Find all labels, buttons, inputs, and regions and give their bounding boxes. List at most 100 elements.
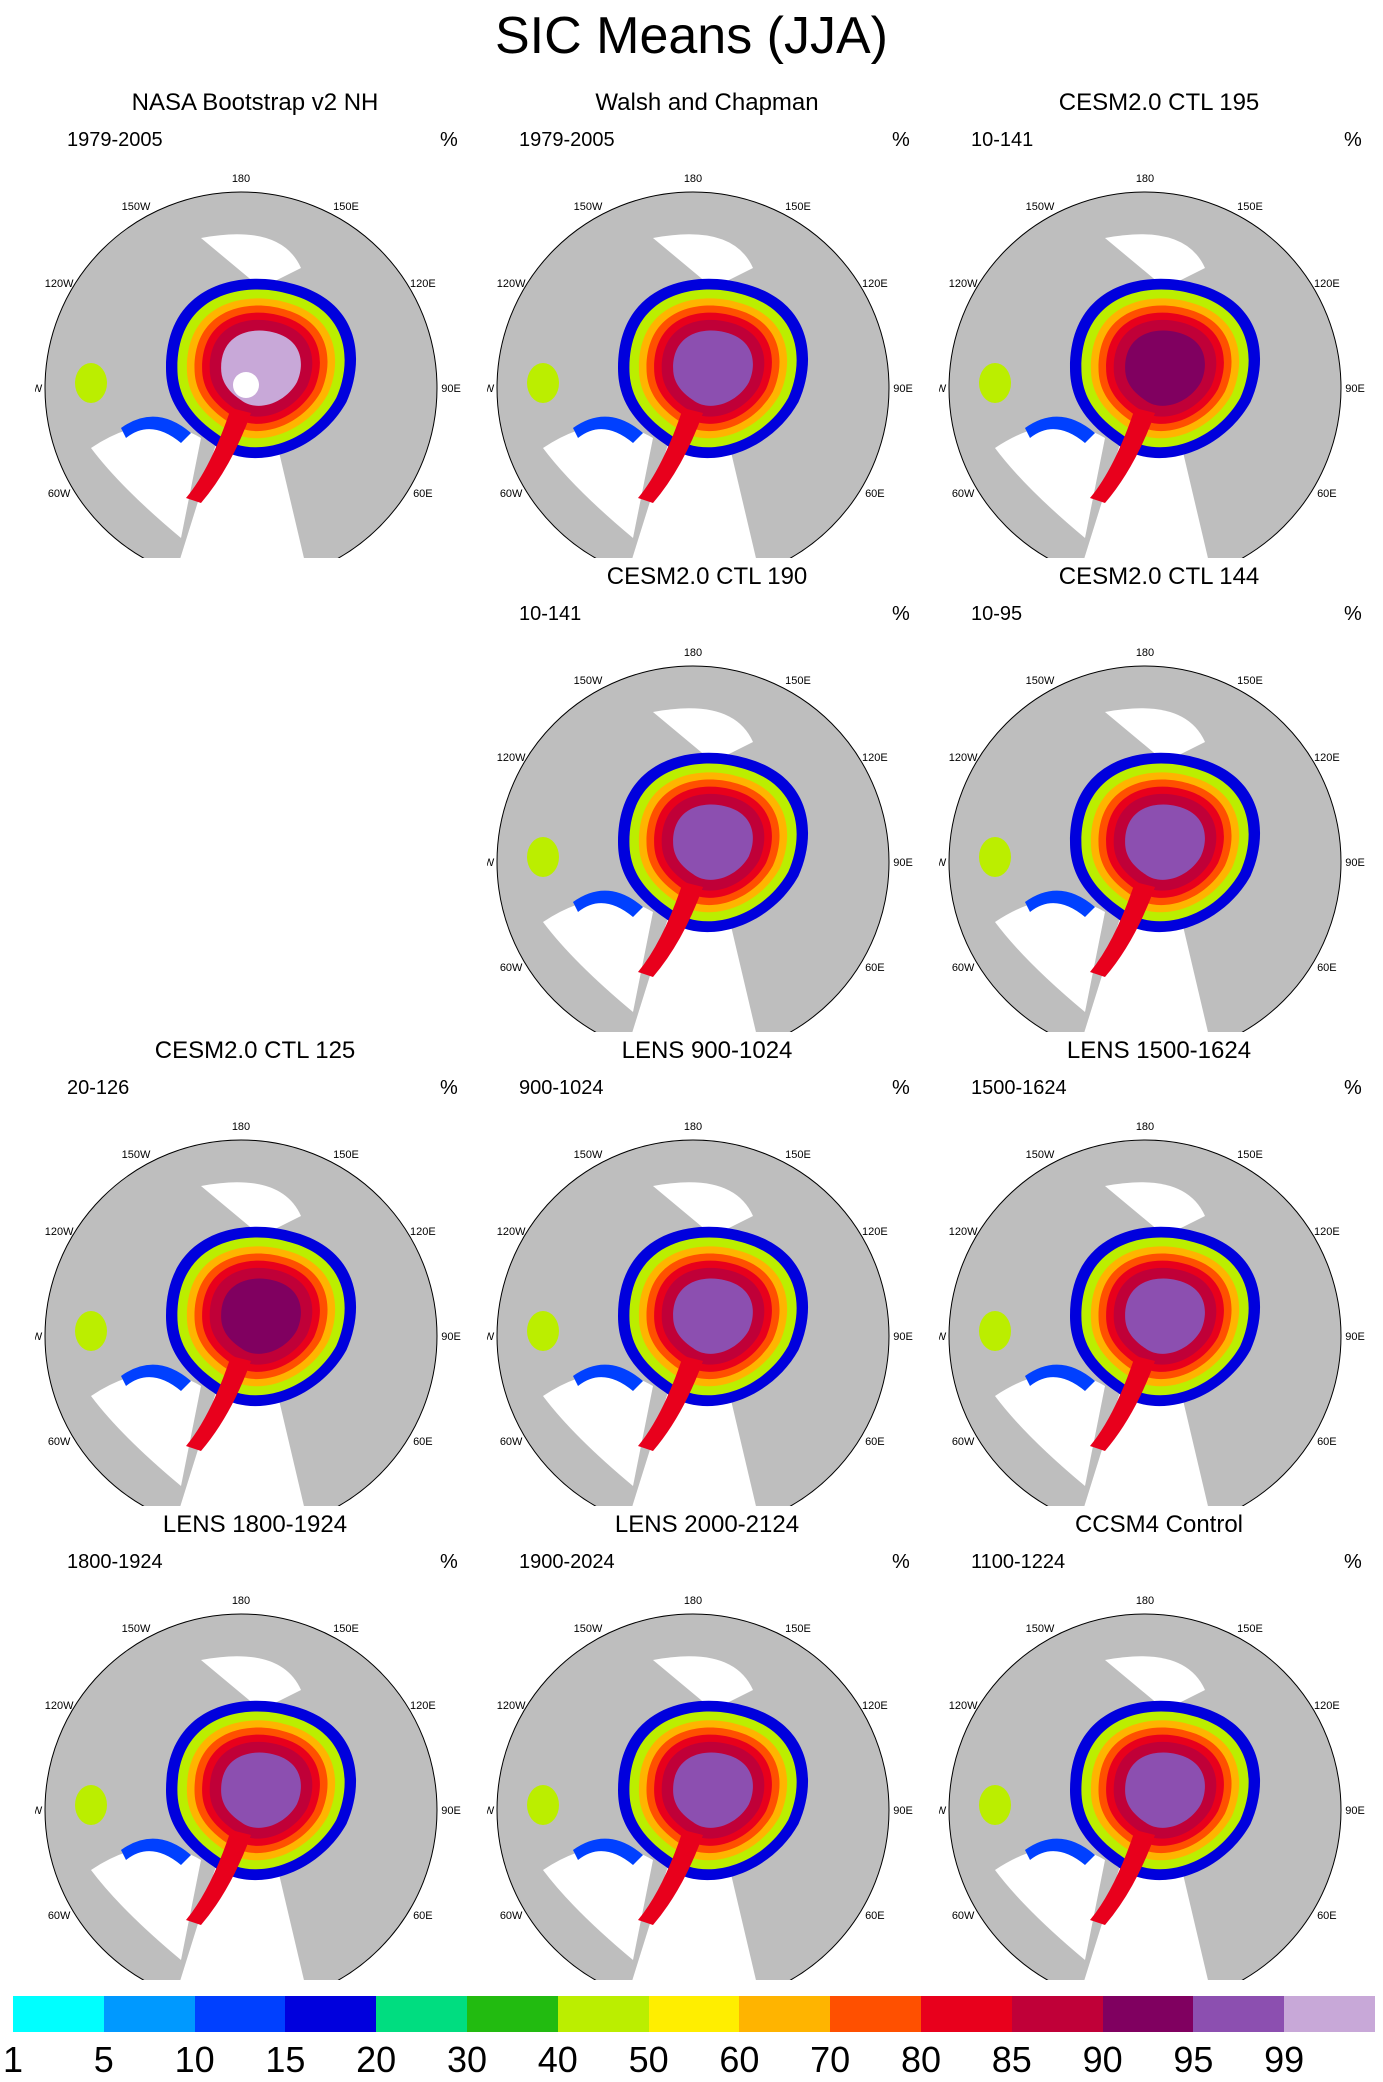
panel-period: 20-126 bbox=[67, 1077, 130, 1099]
longitude-label: 60W bbox=[952, 1436, 975, 1448]
longitude-label: 60W bbox=[48, 1436, 71, 1448]
map-boundary bbox=[496, 191, 890, 558]
ice-tongue bbox=[186, 1830, 251, 1925]
colorbar-tick-label: 50 bbox=[628, 2039, 669, 2080]
longitude-label: 150E bbox=[1237, 201, 1263, 213]
colorbar-swatch-80 bbox=[921, 1996, 1012, 2032]
panel-title: Walsh and Chapman bbox=[595, 89, 819, 116]
panel-units: % bbox=[892, 603, 910, 625]
bering-ocean bbox=[201, 1656, 301, 1710]
colorbar-swatch-50 bbox=[648, 1996, 740, 2032]
panel-period: 1800-1924 bbox=[67, 1551, 163, 1573]
map-panel: NASA Bootstrap v2 NH 1979-2005% 180 150E 120… bbox=[35, 88, 475, 558]
colorbar-tick-label: 10 bbox=[174, 2039, 215, 2080]
polar-map: 180150E120E90E60E30E030W60W90W120W150W bbox=[487, 1121, 913, 1506]
map-boundary bbox=[496, 665, 890, 1032]
atlantic-ocean bbox=[623, 418, 763, 558]
polar-map: 180150E120E90E60E30E030W60W90W120W150W bbox=[487, 1595, 913, 1980]
longitude-label: 60E bbox=[413, 1436, 433, 1448]
longitude-label: 60E bbox=[1317, 1436, 1337, 1448]
longitude-label: 120E bbox=[1314, 278, 1340, 290]
longitude-label: 180 bbox=[232, 1121, 250, 1133]
longitude-label: 60W bbox=[48, 488, 71, 500]
baffin-ice bbox=[121, 416, 191, 443]
longitude-label: 150E bbox=[785, 1623, 811, 1635]
longitude-label: 60E bbox=[865, 1436, 885, 1448]
baffin-ice bbox=[121, 1364, 191, 1391]
hudson-bay-ice bbox=[527, 1311, 559, 1351]
ice-core bbox=[1125, 330, 1205, 406]
colorbar-swatch-40 bbox=[557, 1996, 649, 2032]
colorbar-swatch-10 bbox=[194, 1996, 286, 2032]
baffin-ocean bbox=[995, 425, 1105, 538]
longitude-label: 90W bbox=[487, 1331, 495, 1343]
panel-period: 10-141 bbox=[519, 603, 582, 625]
longitude-label: 90E bbox=[893, 1331, 913, 1343]
colorbar-swatch-30 bbox=[467, 1996, 558, 2032]
map-boundary bbox=[496, 1613, 890, 1980]
longitude-label: 90W bbox=[35, 1331, 43, 1343]
longitude-label: 60E bbox=[865, 1910, 885, 1922]
baffin-ice bbox=[1025, 890, 1095, 917]
panel-units: % bbox=[440, 129, 458, 151]
longitude-label: 150W bbox=[1026, 1623, 1055, 1635]
longitude-label: 120E bbox=[410, 1700, 436, 1712]
panel-period: 900-1024 bbox=[519, 1077, 604, 1099]
longitude-label: 150W bbox=[574, 201, 603, 213]
colorbar-tick-label: 20 bbox=[356, 2039, 397, 2080]
baffin-ocean bbox=[543, 1847, 653, 1960]
longitude-label: 180 bbox=[1136, 647, 1154, 659]
longitude-label: 90E bbox=[893, 383, 913, 395]
longitude-label: 90W bbox=[35, 383, 43, 395]
longitude-label: 60W bbox=[500, 1436, 523, 1448]
longitude-label: 150W bbox=[574, 675, 603, 687]
panel-period: 1500-1624 bbox=[971, 1077, 1067, 1099]
panel-title: NASA Bootstrap v2 NH bbox=[131, 89, 379, 116]
hudson-bay-ice bbox=[527, 1785, 559, 1825]
atlantic-ocean bbox=[1075, 892, 1215, 1032]
longitude-label: 60W bbox=[500, 1910, 523, 1922]
longitude-label: 150W bbox=[122, 1149, 151, 1161]
longitude-label: 90W bbox=[487, 1805, 495, 1817]
figure-title: SIC Means (JJA) bbox=[495, 7, 888, 65]
hudson-bay-ice bbox=[979, 363, 1011, 403]
longitude-label: 90W bbox=[939, 383, 947, 395]
baffin-ocean bbox=[995, 1373, 1105, 1486]
panel-units: % bbox=[1344, 1551, 1362, 1573]
panel-units: % bbox=[1344, 1077, 1362, 1099]
map-panel: LENS 2000-2124 1900-2024% 180 150E 120E 90E 60… bbox=[487, 1510, 927, 1980]
colorbar-swatch-60 bbox=[739, 1996, 831, 2032]
ice-core bbox=[673, 330, 753, 406]
longitude-label: 120W bbox=[497, 1700, 526, 1712]
longitude-label: 120E bbox=[1314, 1226, 1340, 1238]
ice-core bbox=[673, 1752, 753, 1828]
baffin-ocean bbox=[543, 425, 653, 538]
panel-title: LENS 1500-1624 bbox=[1066, 1037, 1252, 1064]
longitude-label: 120W bbox=[45, 278, 74, 290]
longitude-label: 90W bbox=[939, 1805, 947, 1817]
panel-units: % bbox=[892, 1077, 910, 1099]
polar-map: 180150E120E90E60E30E030W60W90W120W150W bbox=[35, 1121, 461, 1506]
ice-core bbox=[1125, 1278, 1205, 1354]
longitude-label: 120W bbox=[497, 278, 526, 290]
baffin-ocean bbox=[995, 1847, 1105, 1960]
atlantic-ocean bbox=[171, 1840, 311, 1980]
ice-core bbox=[221, 1278, 301, 1354]
longitude-label: 120W bbox=[497, 1226, 526, 1238]
longitude-label: 90E bbox=[1345, 1805, 1365, 1817]
longitude-label: 90W bbox=[487, 383, 495, 395]
panel-title: LENS 900-1024 bbox=[621, 1037, 793, 1064]
longitude-label: 60E bbox=[413, 1910, 433, 1922]
atlantic-ocean bbox=[1075, 418, 1215, 558]
longitude-label: 150E bbox=[333, 201, 359, 213]
colorbar-swatch-95 bbox=[1193, 1996, 1285, 2032]
ice-tongue bbox=[1090, 1830, 1155, 1925]
panel-units: % bbox=[892, 1551, 910, 1573]
atlantic-ocean bbox=[623, 1840, 763, 1980]
panel-title: CESM2.0 CTL 195 bbox=[1058, 89, 1260, 116]
longitude-label: 120E bbox=[410, 278, 436, 290]
pole-hole bbox=[233, 372, 259, 398]
longitude-label: 120W bbox=[45, 1700, 74, 1712]
colorbar-tick-label: 85 bbox=[991, 2039, 1032, 2080]
baffin-ice bbox=[1025, 1364, 1095, 1391]
